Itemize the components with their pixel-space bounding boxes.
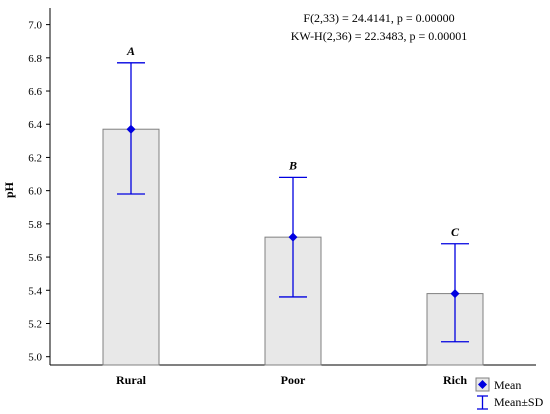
x-tick-label: Poor <box>281 373 306 387</box>
y-tick-label: 6.2 <box>28 152 42 164</box>
mean-marker <box>288 232 298 242</box>
group-letter: A <box>126 44 135 58</box>
legend: Mean Mean±SD <box>475 377 544 410</box>
y-tick-label: 6.8 <box>28 53 42 65</box>
y-tick-label: 5.4 <box>28 285 42 297</box>
y-tick-label: 5.2 <box>28 318 42 330</box>
x-tick-label: Rural <box>116 373 147 387</box>
kruskal-wallis-stat-text: KW-H(2,36) = 22.3483, p = 0.00001 <box>291 29 468 43</box>
legend-sd-label: Mean±SD <box>494 395 544 409</box>
mean-markers-group <box>126 124 460 299</box>
mean-marker <box>450 289 460 299</box>
y-tick-label: 6.0 <box>28 186 42 198</box>
y-axis-label: pH <box>2 181 16 198</box>
legend-sd-icon <box>477 395 488 410</box>
y-tick-label: 7.0 <box>28 20 42 32</box>
group-letter: C <box>451 225 460 239</box>
group-letters-group: A B C <box>126 44 460 239</box>
legend-mean-label: Mean <box>494 378 521 392</box>
y-tick-label: 6.6 <box>28 86 42 98</box>
y-tick-label: 5.0 <box>28 352 42 364</box>
x-tick-label: Rich <box>443 373 467 387</box>
x-axis-tick-labels: Rural Poor Rich <box>116 373 467 387</box>
y-tick-label: 5.8 <box>28 219 42 231</box>
anova-stat-text: F(2,33) = 24.4141, p = 0.00000 <box>303 11 454 25</box>
mean-marker <box>126 124 136 134</box>
y-tick-label: 5.6 <box>28 252 42 264</box>
legend-mean-diamond-icon <box>478 380 487 389</box>
y-axis-ticks: 5.0 5.2 5.4 5.6 5.8 6.0 6.2 6.4 6.6 6.8 7.0 <box>28 20 50 364</box>
group-letter: B <box>288 158 297 172</box>
y-tick-label: 6.4 <box>28 119 42 131</box>
